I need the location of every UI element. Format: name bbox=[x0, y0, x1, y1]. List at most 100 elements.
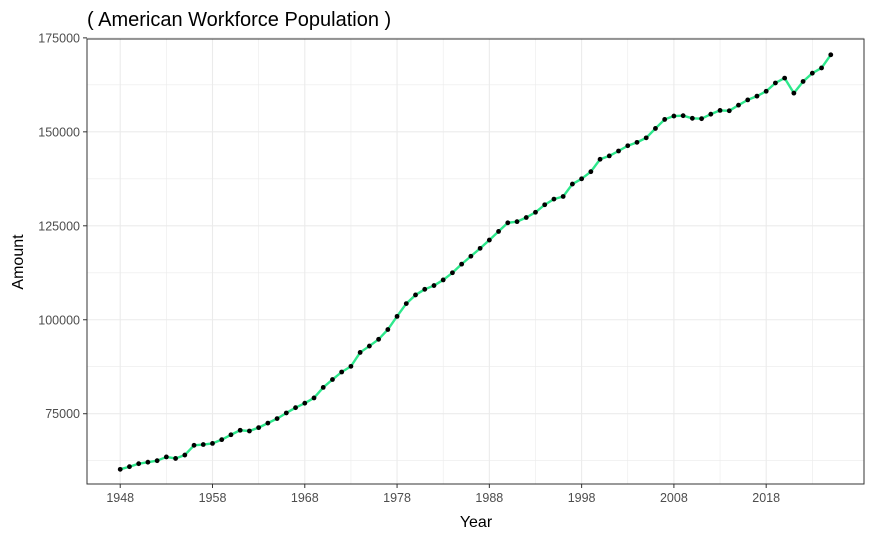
data-point bbox=[496, 229, 501, 234]
axes-layer: 1948 1958 1968 1978 1988 1998 2008 2018 75000 100… bbox=[38, 31, 780, 505]
data-point bbox=[643, 135, 649, 141]
data-point bbox=[136, 461, 142, 467]
data-point bbox=[173, 456, 178, 461]
data-point bbox=[154, 458, 160, 464]
x-axis-title: Year bbox=[460, 514, 493, 531]
data-point bbox=[597, 156, 603, 162]
data-point bbox=[459, 261, 465, 267]
data-point bbox=[477, 245, 483, 251]
data-point bbox=[200, 442, 206, 447]
data-point bbox=[782, 75, 788, 81]
data-point bbox=[413, 292, 418, 298]
data-point bbox=[210, 441, 215, 446]
data-point bbox=[736, 102, 741, 108]
y-tick-label: 100000 bbox=[38, 313, 80, 327]
data-point bbox=[791, 90, 797, 96]
data-point bbox=[505, 220, 511, 226]
data-point bbox=[366, 343, 372, 349]
data-point bbox=[569, 181, 575, 187]
data-point bbox=[533, 209, 538, 215]
data-point bbox=[283, 410, 289, 416]
chart-title: ( American Workforce Population ) bbox=[87, 9, 391, 31]
data-point bbox=[302, 400, 308, 406]
grid-layer bbox=[87, 37, 864, 484]
data-point bbox=[745, 97, 751, 103]
data-point bbox=[145, 459, 151, 465]
data-point bbox=[450, 270, 455, 276]
data-point bbox=[671, 113, 677, 119]
data-point bbox=[468, 253, 474, 259]
y-axis-title: Amount bbox=[10, 234, 27, 290]
data-point bbox=[247, 428, 252, 434]
data-point bbox=[311, 395, 317, 401]
data-point bbox=[800, 79, 806, 84]
plot-panel-border bbox=[86, 38, 865, 485]
data-point bbox=[717, 108, 723, 113]
data-point bbox=[653, 126, 658, 131]
y-tick-label: 150000 bbox=[38, 125, 80, 139]
data-point bbox=[689, 115, 695, 121]
data-point bbox=[680, 113, 686, 119]
data-point bbox=[828, 52, 834, 58]
data-point bbox=[551, 196, 557, 202]
data-point bbox=[219, 437, 225, 443]
data-point bbox=[403, 301, 409, 306]
data-point bbox=[293, 405, 298, 411]
x-tick-label: 1998 bbox=[568, 491, 596, 505]
data-point bbox=[662, 117, 668, 122]
data-point bbox=[606, 153, 612, 159]
data-point bbox=[514, 219, 520, 225]
data-point bbox=[625, 143, 631, 149]
data-point bbox=[431, 283, 437, 288]
data-point bbox=[726, 108, 732, 114]
data-point bbox=[237, 427, 243, 433]
data-point bbox=[357, 350, 363, 355]
data-point bbox=[560, 194, 566, 199]
data-point bbox=[773, 80, 778, 86]
data-point bbox=[320, 385, 326, 390]
data-point bbox=[523, 215, 529, 220]
data-point bbox=[699, 116, 704, 122]
data-point bbox=[191, 442, 197, 448]
x-tick-label: 2018 bbox=[752, 491, 780, 505]
data-point bbox=[422, 286, 428, 292]
data-point bbox=[163, 454, 169, 460]
series-layer bbox=[117, 52, 834, 472]
data-point bbox=[117, 466, 123, 472]
data-point bbox=[486, 237, 492, 243]
x-tick-label: 2008 bbox=[660, 491, 688, 505]
y-tick-label: 175000 bbox=[38, 31, 80, 45]
x-tick-label: 1978 bbox=[383, 491, 411, 505]
data-point bbox=[330, 377, 335, 382]
data-point bbox=[809, 70, 815, 76]
data-point bbox=[127, 464, 132, 470]
data-point bbox=[385, 327, 391, 332]
data-point bbox=[542, 202, 548, 208]
data-point bbox=[256, 425, 262, 431]
data-point bbox=[182, 452, 188, 458]
data-point bbox=[708, 111, 714, 117]
data-point bbox=[265, 420, 271, 426]
data-point bbox=[394, 313, 400, 319]
x-tick-label: 1968 bbox=[291, 491, 319, 505]
x-tick-label: 1948 bbox=[106, 491, 134, 505]
data-point bbox=[634, 139, 640, 145]
data-point bbox=[763, 88, 769, 94]
data-point bbox=[588, 169, 594, 175]
series-line bbox=[119, 54, 832, 471]
data-point bbox=[348, 363, 354, 369]
y-tick-label: 75000 bbox=[45, 407, 80, 421]
x-tick-label: 1958 bbox=[199, 491, 227, 505]
data-point bbox=[274, 416, 280, 422]
data-point bbox=[228, 432, 234, 438]
data-point bbox=[754, 93, 760, 99]
data-point bbox=[339, 369, 345, 375]
data-point bbox=[376, 336, 382, 342]
data-point bbox=[616, 148, 621, 154]
data-point bbox=[819, 65, 824, 71]
y-tick-label: 125000 bbox=[38, 219, 80, 233]
x-tick-label: 1988 bbox=[475, 491, 503, 505]
data-point bbox=[440, 277, 446, 283]
data-point bbox=[579, 176, 585, 182]
